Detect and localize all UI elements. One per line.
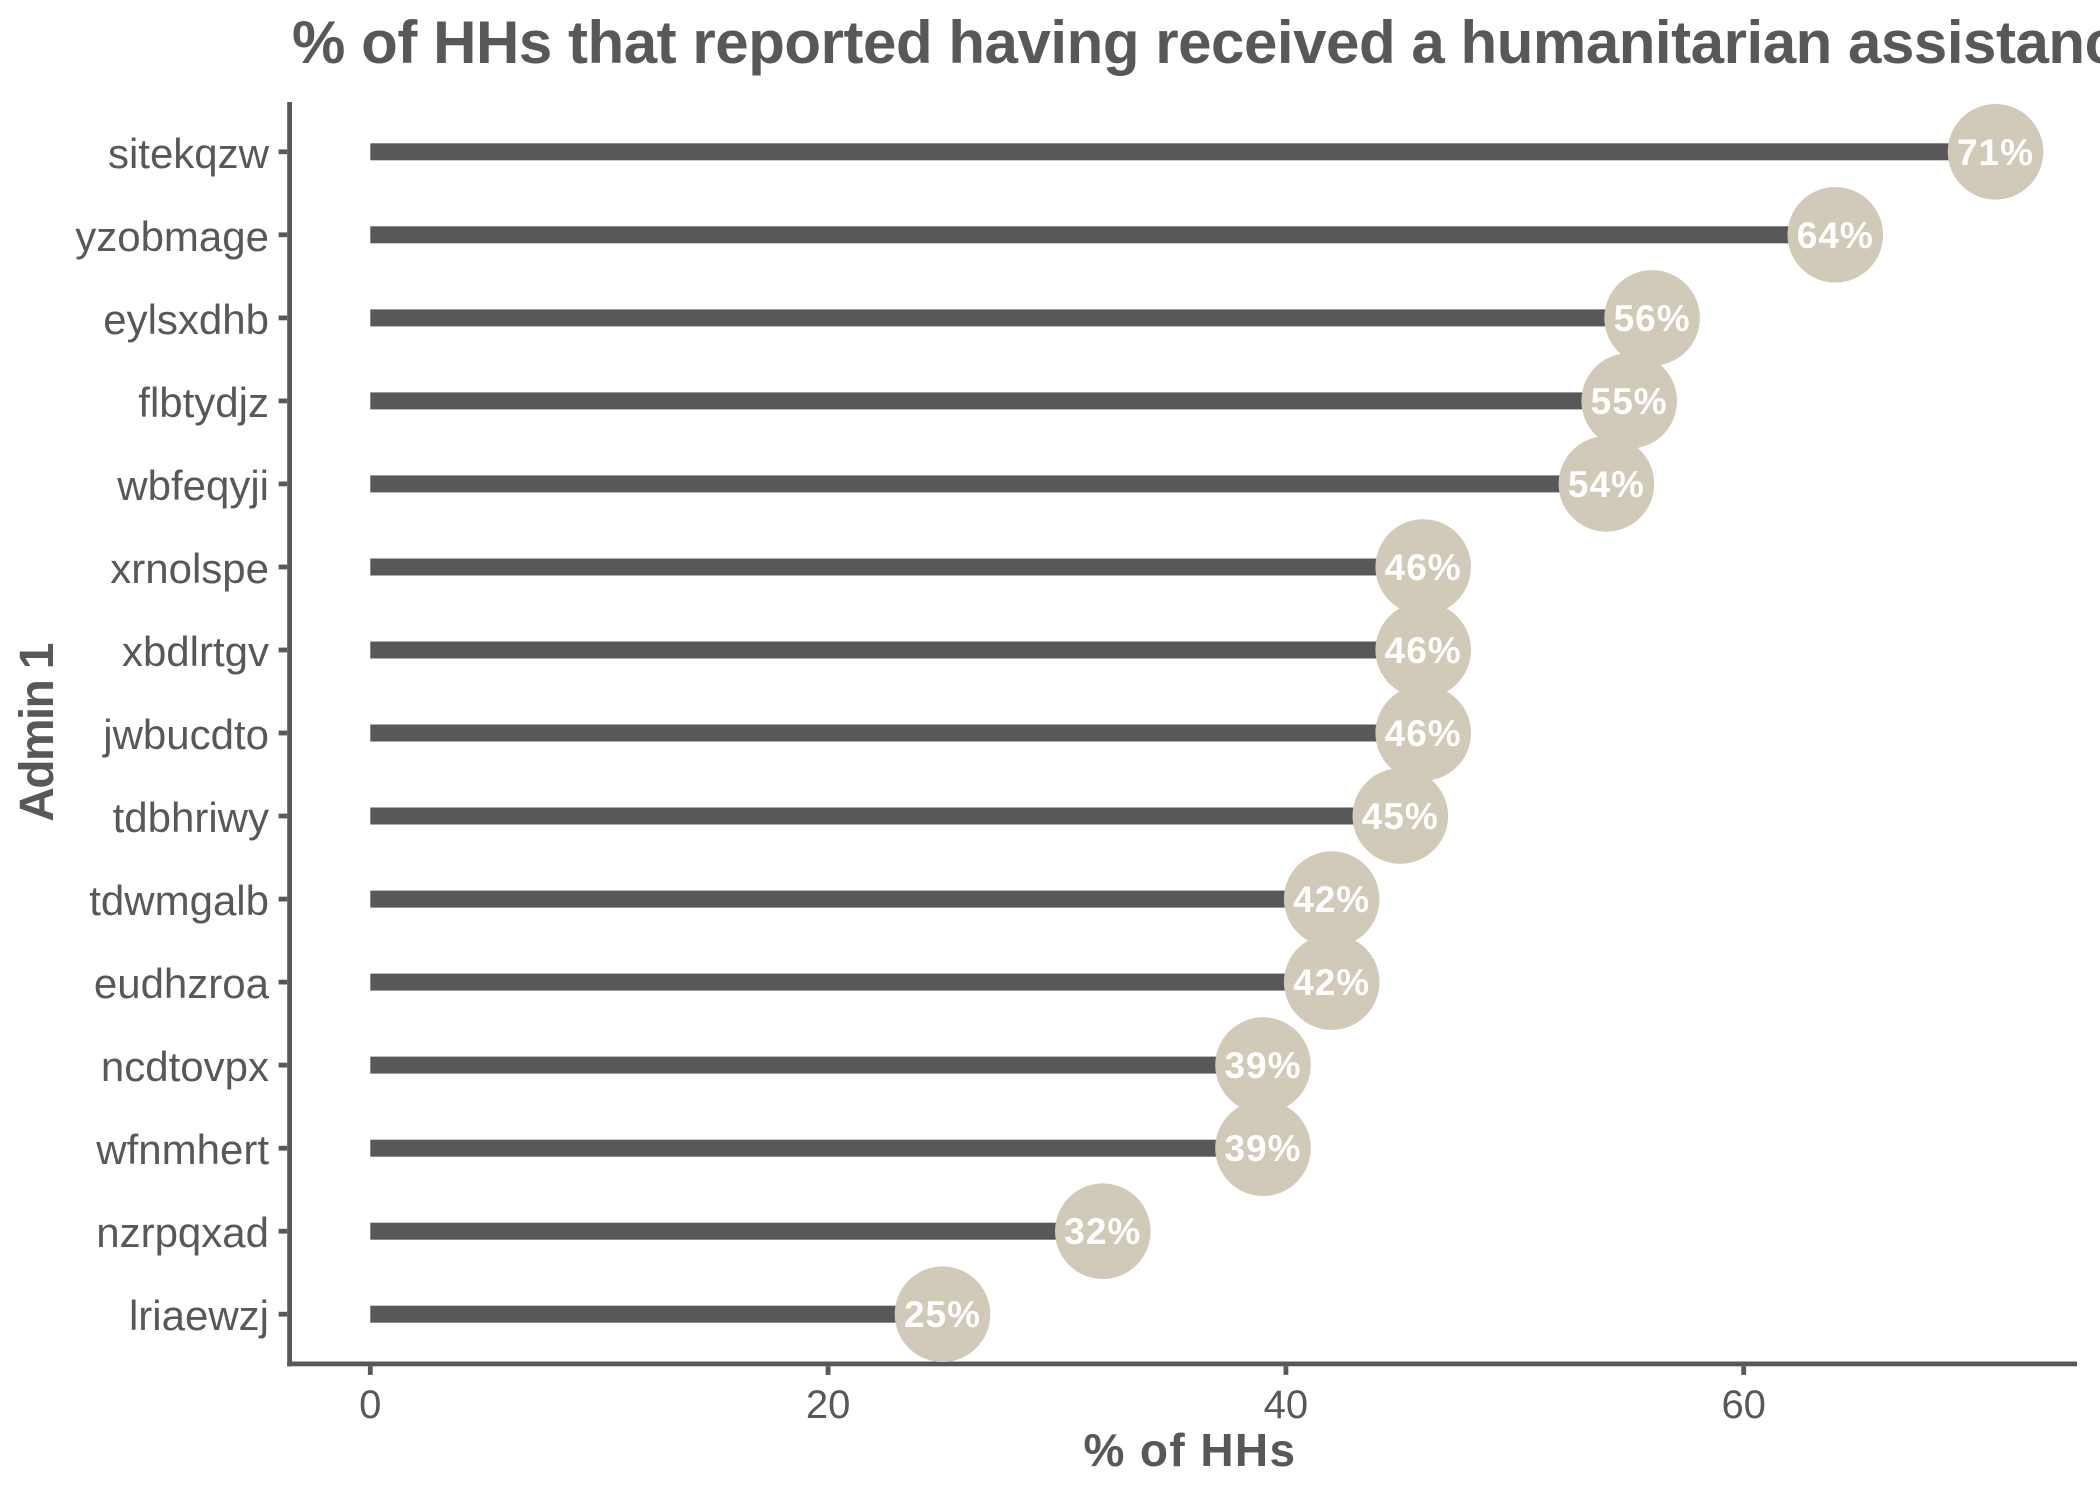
svg-text:% of HHs that reported having: % of HHs that reported having received a… <box>292 9 2100 76</box>
svg-text:jwbucdto: jwbucdto <box>101 711 269 758</box>
svg-text:20: 20 <box>806 1383 851 1427</box>
svg-text:tdbhriwy: tdbhriwy <box>113 794 269 841</box>
svg-text:32%: 32% <box>1064 1211 1141 1252</box>
svg-text:Admin 1: Admin 1 <box>11 643 64 821</box>
svg-text:60: 60 <box>1721 1383 1766 1427</box>
svg-text:xbdlrtgv: xbdlrtgv <box>122 628 269 675</box>
svg-text:45%: 45% <box>1362 796 1439 837</box>
svg-text:wfnmhert: wfnmhert <box>95 1126 269 1173</box>
svg-text:eylsxdhb: eylsxdhb <box>103 296 269 343</box>
svg-text:xrnolspe: xrnolspe <box>110 545 269 592</box>
svg-text:ncdtovpx: ncdtovpx <box>101 1043 269 1090</box>
svg-text:flbtydjz: flbtydjz <box>138 379 269 426</box>
svg-text:39%: 39% <box>1224 1128 1301 1169</box>
svg-text:nzrpqxad: nzrpqxad <box>96 1209 269 1256</box>
svg-text:55%: 55% <box>1591 381 1668 422</box>
svg-text:42%: 42% <box>1293 962 1370 1003</box>
svg-text:46%: 46% <box>1385 630 1462 671</box>
svg-text:tdwmgalb: tdwmgalb <box>89 877 269 924</box>
svg-text:eudhzroa: eudhzroa <box>94 960 270 1007</box>
svg-text:0: 0 <box>359 1383 381 1427</box>
svg-text:46%: 46% <box>1385 713 1462 754</box>
svg-text:39%: 39% <box>1224 1045 1301 1086</box>
svg-text:wbfeqyji: wbfeqyji <box>116 462 269 509</box>
svg-text:40: 40 <box>1264 1383 1309 1427</box>
svg-text:71%: 71% <box>1957 132 2034 173</box>
svg-text:25%: 25% <box>904 1294 981 1335</box>
svg-text:42%: 42% <box>1293 879 1370 920</box>
svg-text:% of HHs: % of HHs <box>1083 1424 1296 1476</box>
svg-text:sitekqzw: sitekqzw <box>108 130 270 177</box>
svg-text:yzobmage: yzobmage <box>75 213 269 260</box>
svg-text:56%: 56% <box>1614 298 1691 339</box>
svg-text:64%: 64% <box>1797 215 1874 256</box>
svg-text:54%: 54% <box>1568 464 1645 505</box>
svg-text:lriaewzj: lriaewzj <box>129 1292 269 1339</box>
svg-text:46%: 46% <box>1385 547 1462 588</box>
